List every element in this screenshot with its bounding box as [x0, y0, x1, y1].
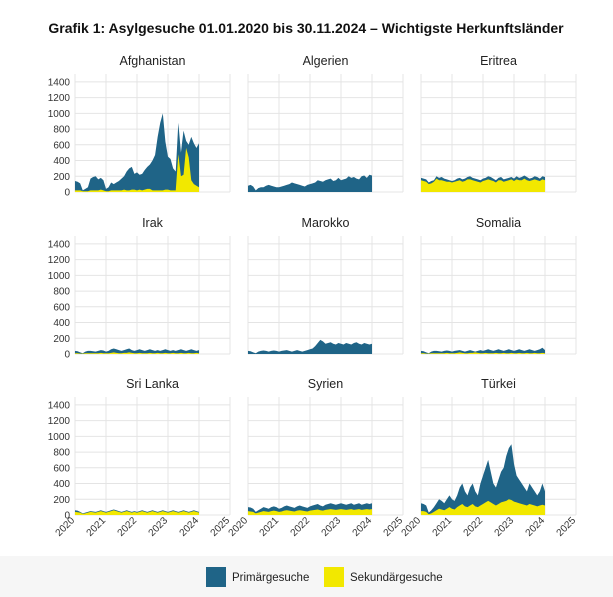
facet-grid: Afghanistan 0 200 400 600 800 1000 1200 1400 Alge… — [48, 54, 579, 539]
facet-title: Algerien — [303, 54, 349, 68]
y-tick-label: 400 — [53, 156, 70, 167]
y-tick-label: 1200 — [48, 93, 71, 104]
x-tick-label: 2020 — [400, 515, 424, 539]
plot-area — [248, 397, 403, 515]
area-primaergesuche — [248, 339, 372, 354]
y-tick-label: 1200 — [48, 255, 71, 266]
plot-area — [421, 236, 576, 354]
facet-eritrea: Eritrea — [420, 54, 577, 193]
x-tick-label: 2025 — [555, 515, 579, 539]
x-tick-label: 2021 — [85, 515, 109, 539]
y-tick-label: 0 — [64, 188, 70, 199]
facet-sri-lanka: Sri Lanka 0 200 400 600 800 1000 1200 1400 2020 20… — [48, 377, 233, 539]
area-primaergesuche — [75, 348, 199, 354]
legend-label: Sekundärgesuche — [350, 572, 443, 584]
facet-title: Sri Lanka — [126, 377, 179, 391]
x-tick-label: 2022 — [289, 515, 313, 539]
facet-afghanistan: Afghanistan 0 200 400 600 800 1000 1200 1400 — [48, 54, 231, 199]
legend-swatch — [324, 567, 344, 587]
facet-title: Afghanistan — [119, 54, 185, 68]
y-tick-label: 0 — [64, 511, 70, 522]
facet-title: Marokko — [302, 216, 350, 230]
y-tick-label: 400 — [53, 479, 70, 490]
facet-title: Irak — [142, 216, 164, 230]
y-tick-label: 800 — [53, 125, 70, 136]
x-tick-label: 2024 — [524, 515, 548, 539]
y-tick-label: 800 — [53, 287, 70, 298]
legend-item-primaergesuche: Primärgesuche — [206, 567, 309, 587]
y-tick-label: 200 — [53, 172, 70, 183]
y-tick-label: 1000 — [48, 271, 71, 282]
legend-background — [0, 556, 613, 597]
y-tick-label: 200 — [53, 495, 70, 506]
y-tick-label: 800 — [53, 448, 70, 459]
y-tick-label: 400 — [53, 318, 70, 329]
facet-syrien: Syrien 2020 2021 2022 2023 2024 2025 — [227, 377, 406, 539]
y-tick-label: 600 — [53, 463, 70, 474]
y-tick-label: 200 — [53, 334, 70, 345]
plot-area — [75, 397, 230, 515]
y-tick-label: 1200 — [48, 416, 71, 427]
y-tick-label: 1000 — [48, 109, 71, 120]
facet-algerien: Algerien — [247, 54, 404, 193]
facet-title: Somalia — [476, 216, 521, 230]
y-tick-label: 600 — [53, 302, 70, 313]
area-sekundaergesuche — [248, 509, 372, 515]
x-tick-label: 2021 — [258, 515, 282, 539]
y-tick-label: 600 — [53, 140, 70, 151]
area-sekundaergesuche — [421, 499, 545, 515]
y-tick-label: 1400 — [48, 77, 71, 88]
y-tick-label: 0 — [64, 350, 70, 361]
area-sekundaergesuche — [75, 147, 199, 192]
x-tick-label: 2020 — [227, 515, 251, 539]
legend-swatch — [206, 567, 226, 587]
area-sekundaergesuche — [75, 352, 199, 354]
x-tick-label: 2024 — [178, 515, 202, 539]
plot-area — [248, 236, 403, 354]
x-tick-label: 2022 — [116, 515, 140, 539]
x-tick-label: 2022 — [462, 515, 486, 539]
facet-title: Syrien — [308, 377, 343, 391]
facet-t-rkei: Türkei 2020 2021 2022 2023 2024 2025 — [400, 377, 579, 539]
area-sekundaergesuche — [75, 510, 199, 515]
plot-area — [248, 74, 403, 192]
facet-somalia: Somalia — [420, 216, 577, 355]
legend-label: Primärgesuche — [232, 572, 309, 584]
chart-title: Grafik 1: Asylgesuche 01.01.2020 bis 30.… — [48, 20, 564, 36]
facet-title: Türkei — [481, 377, 516, 391]
x-tick-label: 2024 — [351, 515, 375, 539]
area-sekundaergesuche — [421, 178, 545, 192]
y-tick-label: 1400 — [48, 400, 71, 411]
area-sekundaergesuche — [421, 352, 545, 354]
y-tick-label: 1000 — [48, 432, 71, 443]
x-tick-label: 2023 — [147, 515, 171, 539]
legend-item-sekundaergesuche: Sekundärgesuche — [324, 567, 443, 587]
x-tick-label: 2025 — [209, 515, 233, 539]
plot-area — [75, 236, 230, 354]
area-primaergesuche — [421, 444, 545, 515]
x-tick-label: 2025 — [382, 515, 406, 539]
facet-title: Eritrea — [480, 54, 517, 68]
x-tick-label: 2021 — [431, 515, 455, 539]
facet-marokko: Marokko — [247, 216, 404, 355]
area-primaergesuche — [248, 174, 372, 192]
x-tick-label: 2020 — [54, 515, 78, 539]
x-tick-label: 2023 — [320, 515, 344, 539]
plot-area — [421, 74, 576, 192]
facet-irak: Irak 0 200 400 600 800 1000 1200 1400 — [48, 216, 231, 361]
x-tick-label: 2023 — [493, 515, 517, 539]
y-tick-label: 1400 — [48, 239, 71, 250]
legend: Primärgesuche Sekundärgesuche — [206, 567, 443, 587]
area-primaergesuche — [75, 113, 199, 192]
area-primaergesuche — [421, 347, 545, 354]
